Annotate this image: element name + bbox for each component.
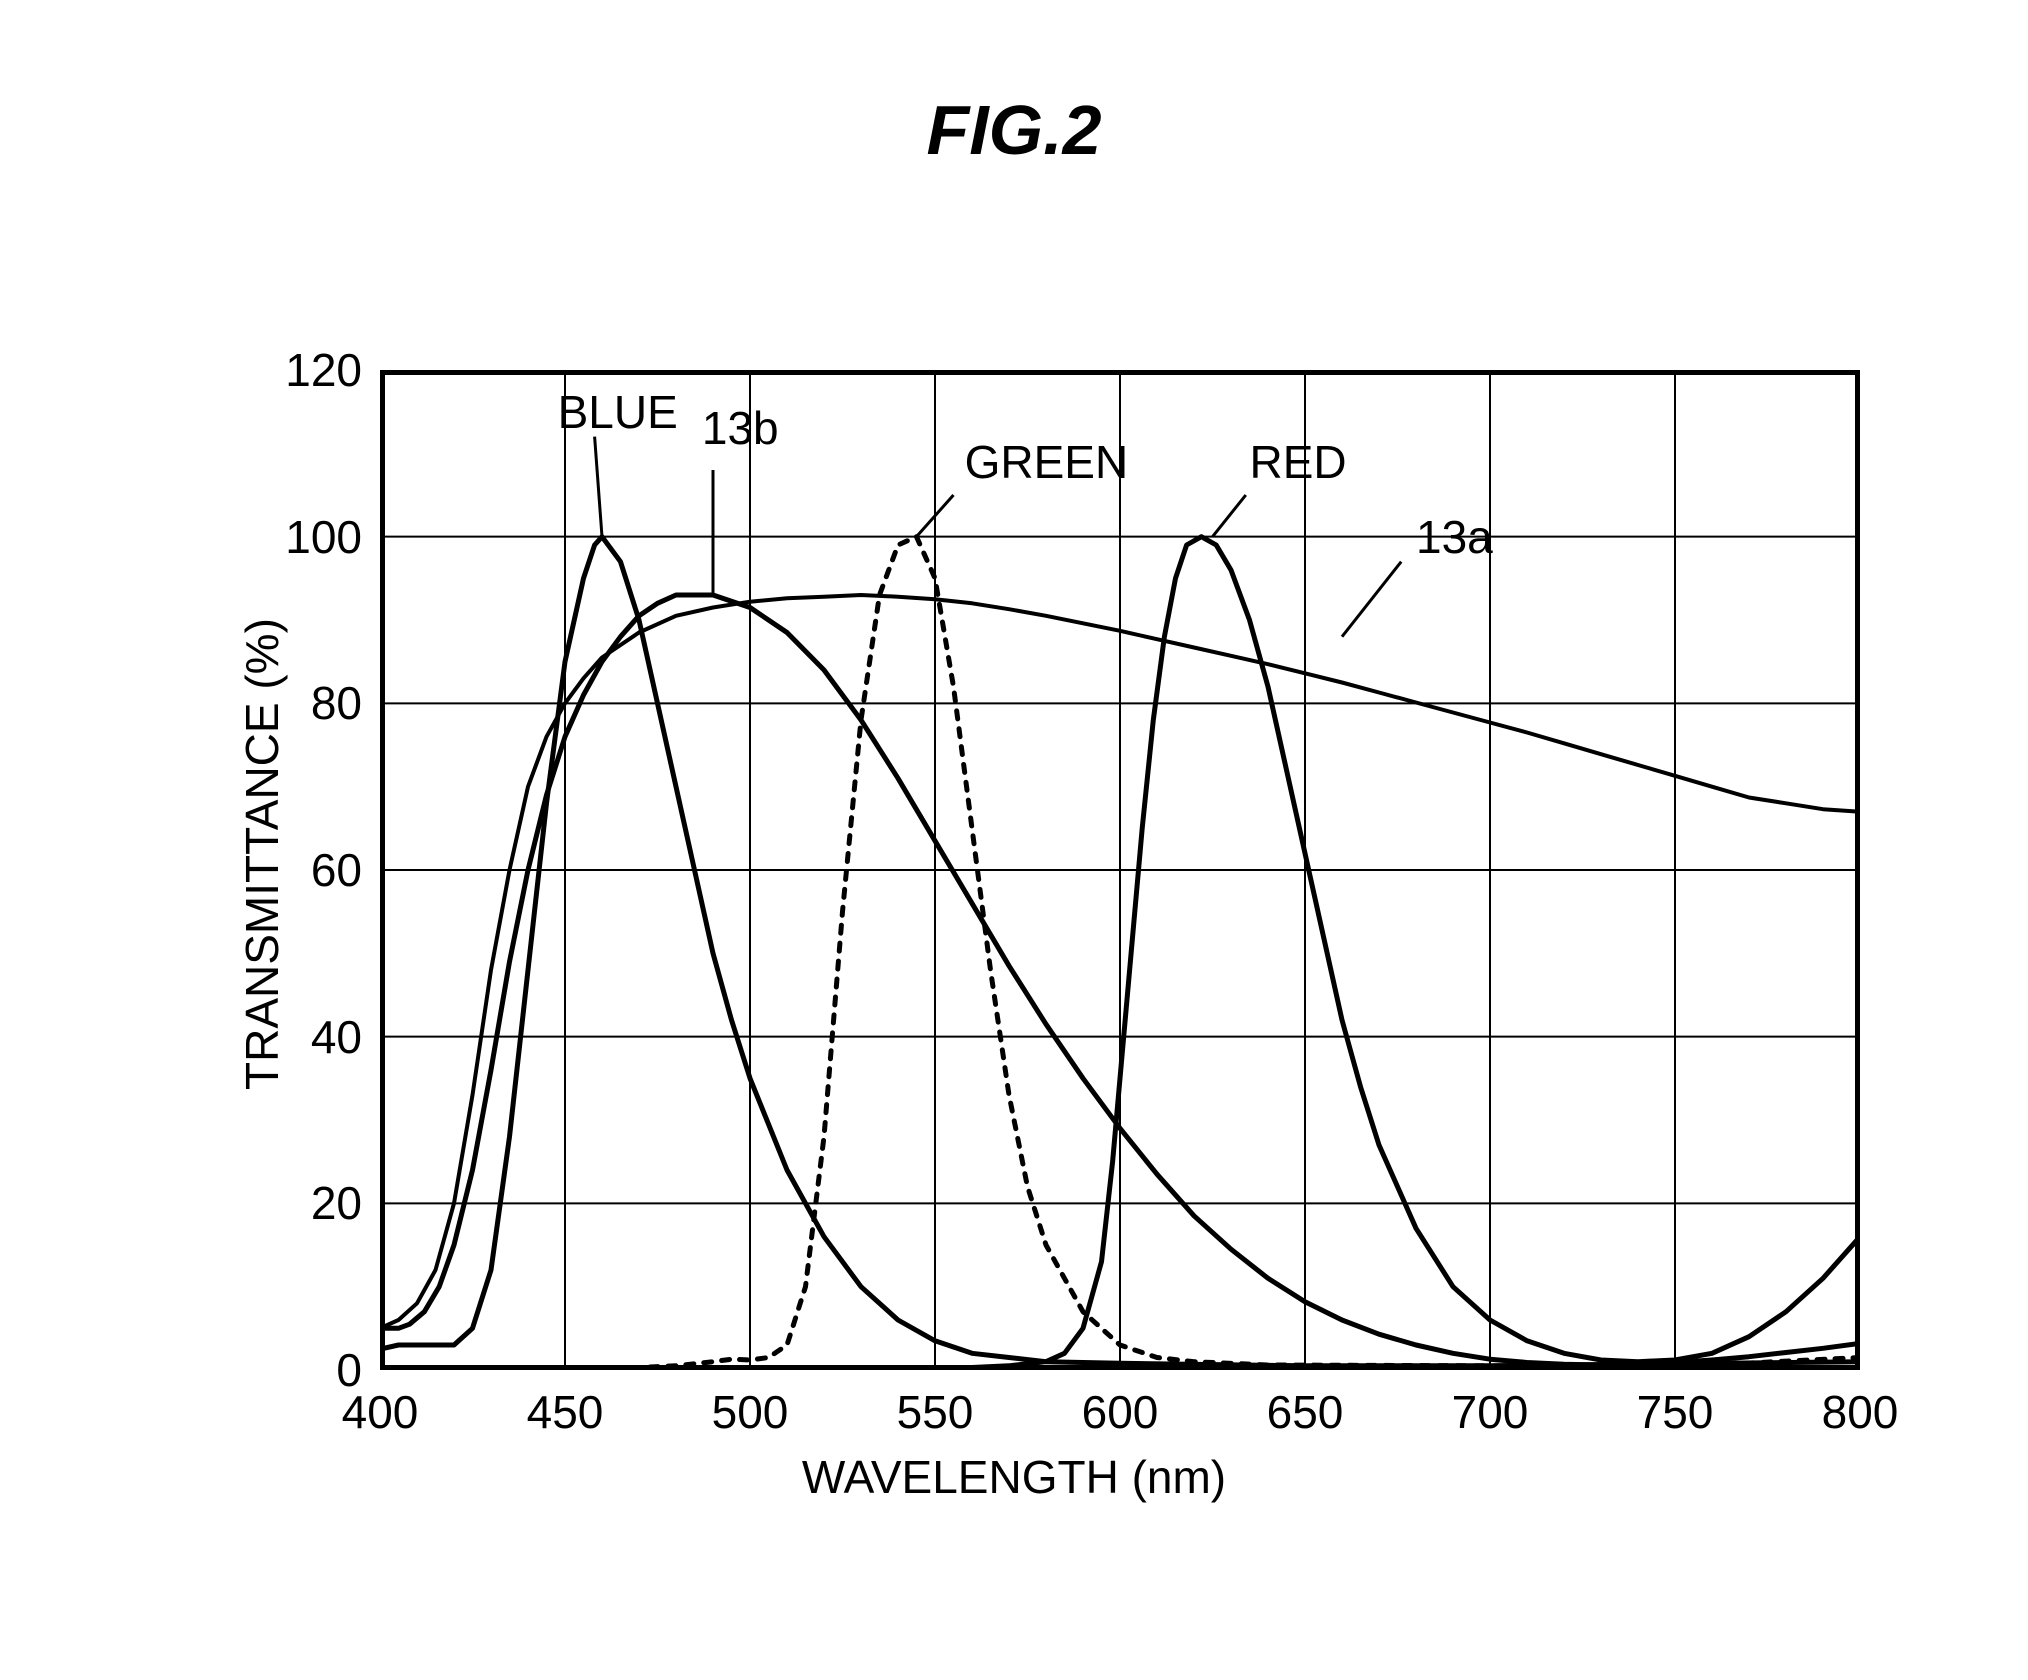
x-tick-label: 450 [525,1385,605,1439]
figure-title: FIG.2 [0,90,2028,170]
x-tick-label: 700 [1450,1385,1530,1439]
chart-area [380,370,1860,1370]
series-label-blue: BLUE [558,385,678,439]
y-tick-label: 120 [285,343,362,397]
y-tick-label: 80 [311,676,362,730]
series-label-curve_13a: 13a [1416,510,1493,564]
page: FIG.2 TRANSMITTANCE (%) WAVELENGTH (nm) … [0,0,2028,1680]
x-tick-label: 650 [1265,1385,1345,1439]
y-tick-label: 20 [311,1176,362,1230]
series-label-green: GREEN [965,435,1129,489]
x-tick-label: 800 [1820,1385,1900,1439]
y-tick-label: 40 [311,1010,362,1064]
y-tick-label: 60 [311,843,362,897]
series-label-red: RED [1250,435,1347,489]
y-tick-label: 100 [285,510,362,564]
chart-svg [380,370,1860,1370]
y-tick-label: 0 [336,1343,362,1397]
x-axis-label: WAVELENGTH (nm) [0,1450,2028,1504]
x-tick-label: 750 [1635,1385,1715,1439]
y-axis-label: TRANSMITTANCE (%) [235,618,289,1090]
x-tick-label: 500 [710,1385,790,1439]
x-tick-label: 550 [895,1385,975,1439]
x-tick-label: 600 [1080,1385,1160,1439]
series-label-curve_13b: 13b [702,401,779,455]
